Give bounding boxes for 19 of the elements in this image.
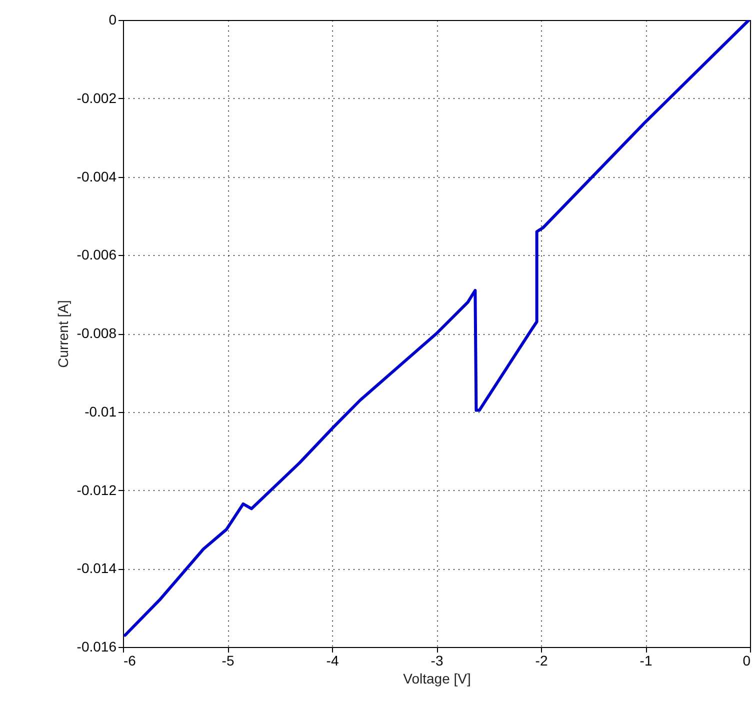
y-tick-label: -0.006 — [76, 246, 117, 263]
x-tick-label: -6 — [124, 652, 136, 668]
x-axis-title: Voltage [V] — [403, 670, 471, 686]
y-tick-label: -0.002 — [76, 90, 117, 106]
x-tick-label: -4 — [326, 652, 339, 668]
y-tick-label: -0.016 — [76, 638, 117, 654]
y-tick-label: -0.014 — [76, 560, 117, 576]
y-tick-label: -0.012 — [76, 482, 117, 498]
y-tick-label: -0.008 — [76, 325, 117, 341]
y-tick-label: 0 — [108, 12, 117, 28]
y-tick-label: -0.004 — [76, 168, 117, 184]
y-tick-label: -0.01 — [84, 403, 117, 420]
x-tick-label: -2 — [535, 652, 548, 668]
x-tick-label: -5 — [222, 652, 234, 668]
y-axis-title: Current [A] — [54, 300, 71, 368]
x-tick-label: -1 — [640, 652, 652, 668]
x-tick-label: 0 — [742, 652, 751, 668]
x-tick-label: -3 — [430, 652, 444, 668]
line-series — [124, 20, 750, 637]
